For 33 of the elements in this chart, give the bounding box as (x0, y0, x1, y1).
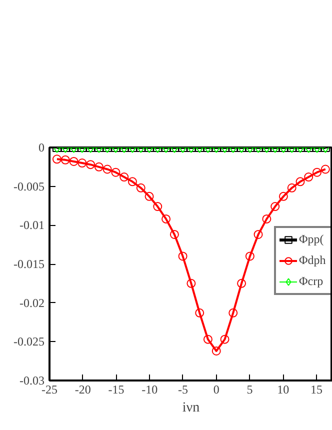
x-tick-label: 15 (310, 382, 322, 396)
x-tick-label: -10 (142, 382, 158, 396)
point (254, 230, 263, 239)
x-tick-label: 10 (277, 382, 290, 396)
point (220, 334, 230, 344)
legend-label: Φcrp (299, 273, 324, 290)
legend-label: Φpp( (299, 231, 325, 248)
x-tick-label: -20 (74, 382, 91, 396)
point (153, 202, 162, 212)
y-tick-label: 0 (38, 140, 44, 154)
point (178, 252, 188, 261)
point (186, 278, 196, 288)
y-tick-label: -0.015 (14, 257, 45, 271)
point (262, 214, 272, 224)
legend-label: Φdph (299, 252, 327, 269)
x-tick-label: 5 (246, 382, 253, 396)
point (203, 334, 212, 344)
point (228, 308, 238, 318)
point (212, 346, 221, 356)
y-tick-label: -0.025 (14, 334, 45, 349)
x-tick-label: -15 (108, 382, 124, 396)
y-tick-label: -0.02 (20, 296, 45, 310)
point (270, 202, 280, 212)
point (170, 230, 179, 239)
point (162, 214, 171, 224)
point (237, 278, 246, 288)
point (245, 252, 254, 261)
x-tick-label: -5 (178, 382, 188, 396)
x-tick-label: 0 (213, 382, 220, 396)
y-tick-label: -0.005 (14, 179, 45, 194)
point (195, 308, 204, 318)
y-tick-label: -0.01 (20, 218, 45, 232)
x-axis-title: iνn (182, 400, 200, 416)
